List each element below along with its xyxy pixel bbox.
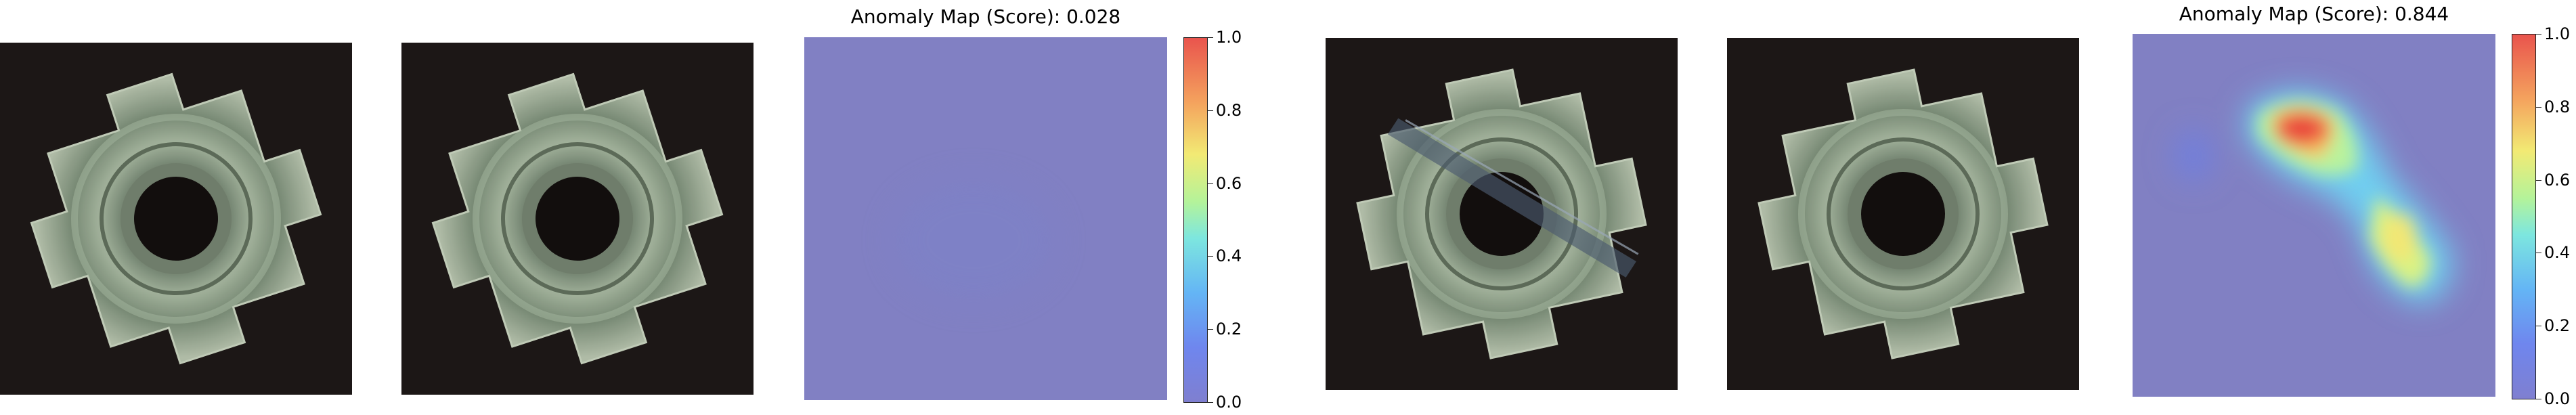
t-nut-graphic [30,72,322,365]
colorbar-tick-label: 0.2 [1216,320,1242,338]
heatmap-graphic [2175,91,2452,305]
colorbar-tick-label: 0.0 [2544,389,2571,408]
input-image-normal [0,43,352,395]
colorbar [2512,34,2536,399]
t-nut-graphic [1758,68,2049,359]
anomaly-map-normal [804,37,1167,400]
colorbar-tick-label: 0.6 [2544,171,2571,190]
t-nut-graphic [431,72,724,365]
colorbar-tick-label: 0.8 [2544,97,2571,116]
colorbar [1183,37,1208,403]
reconstruction-image-anomalous [1727,38,2079,390]
input-image-anomalous [1326,38,1678,390]
heatmap-graphic [892,179,1055,301]
t-nut-graphic [1356,68,1647,359]
colorbar-tick-label: 0.8 [1216,101,1242,120]
colorbar-tick-label: 0.6 [1216,174,1242,193]
colorbar-tick-label: 0.4 [2544,243,2571,262]
colorbar-tick-label: 0.2 [2544,316,2571,335]
colorbar-tick-label: 0.0 [1216,393,1242,412]
anomaly-map-title: Anomaly Map (Score): 0.028 [850,5,1121,28]
reconstruction-image-normal [401,43,754,395]
anomaly-map-anomalous [2133,34,2495,397]
colorbar-tick-label: 1.0 [1216,28,1242,47]
anomaly-map-title: Anomaly Map (Score): 0.844 [2179,3,2449,25]
colorbar-tick-label: 1.0 [2544,24,2571,43]
colorbar-tick-label: 0.4 [1216,246,1242,265]
